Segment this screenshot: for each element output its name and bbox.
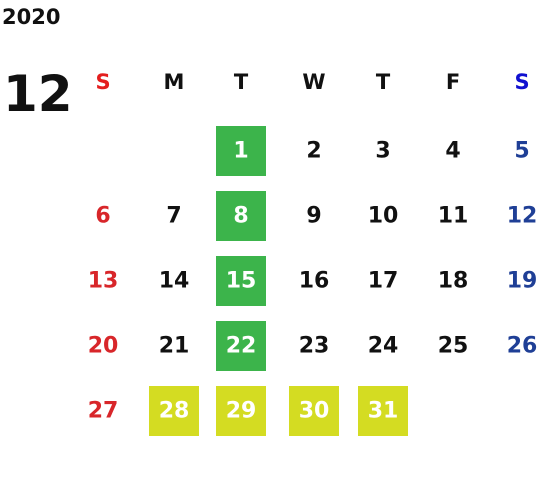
day-number: 28 xyxy=(159,399,190,424)
day-number: 4 xyxy=(445,139,460,164)
day-number: 24 xyxy=(368,334,399,359)
day-number: 15 xyxy=(226,269,257,294)
weekday-header: T xyxy=(376,70,391,94)
day-highlight xyxy=(289,386,339,436)
day-number: 25 xyxy=(438,334,469,359)
day-number: 26 xyxy=(507,334,538,359)
day-number: 30 xyxy=(299,399,330,424)
day-number: 16 xyxy=(299,269,330,294)
day-number: 8 xyxy=(233,204,248,229)
day-number: 3 xyxy=(375,139,390,164)
day-number: 19 xyxy=(507,269,538,294)
day-highlight xyxy=(216,386,266,436)
day-number: 2 xyxy=(306,139,321,164)
weekday-header: F xyxy=(446,70,460,94)
day-number: 6 xyxy=(95,204,110,229)
weekday-header: S xyxy=(95,70,110,94)
day-highlight xyxy=(216,191,266,241)
day-number: 7 xyxy=(166,204,181,229)
day-number: 5 xyxy=(514,139,529,164)
day-number: 1 xyxy=(233,139,248,164)
day-highlight xyxy=(216,321,266,371)
day-number: 9 xyxy=(306,204,321,229)
day-number: 11 xyxy=(438,204,469,229)
day-number: 22 xyxy=(226,334,257,359)
month: 12 xyxy=(3,65,73,123)
day-number: 10 xyxy=(368,204,399,229)
day-highlight xyxy=(358,386,408,436)
day-number: 27 xyxy=(88,399,119,424)
weekday-header: T xyxy=(234,70,249,94)
day-number: 23 xyxy=(299,334,330,359)
day-number: 12 xyxy=(507,204,538,229)
weekday-header: S xyxy=(514,70,529,94)
day-highlight xyxy=(216,126,266,176)
weekday-header: W xyxy=(302,70,325,94)
day-number: 13 xyxy=(88,269,119,294)
day-highlight xyxy=(216,256,266,306)
day-number: 18 xyxy=(438,269,469,294)
day-number: 31 xyxy=(368,399,399,424)
day-number: 17 xyxy=(368,269,399,294)
day-number: 14 xyxy=(159,269,190,294)
day-highlight xyxy=(149,386,199,436)
year: 2020 xyxy=(2,5,60,29)
day-number: 20 xyxy=(88,334,119,359)
day-number: 29 xyxy=(226,399,257,424)
day-number: 21 xyxy=(159,334,190,359)
weekday-header: M xyxy=(164,70,185,94)
